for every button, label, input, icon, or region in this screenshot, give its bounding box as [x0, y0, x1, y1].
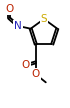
Text: O: O — [32, 69, 40, 79]
Text: S: S — [41, 14, 47, 24]
Text: O: O — [5, 4, 13, 14]
Text: O: O — [22, 60, 30, 70]
Text: N: N — [14, 21, 22, 31]
